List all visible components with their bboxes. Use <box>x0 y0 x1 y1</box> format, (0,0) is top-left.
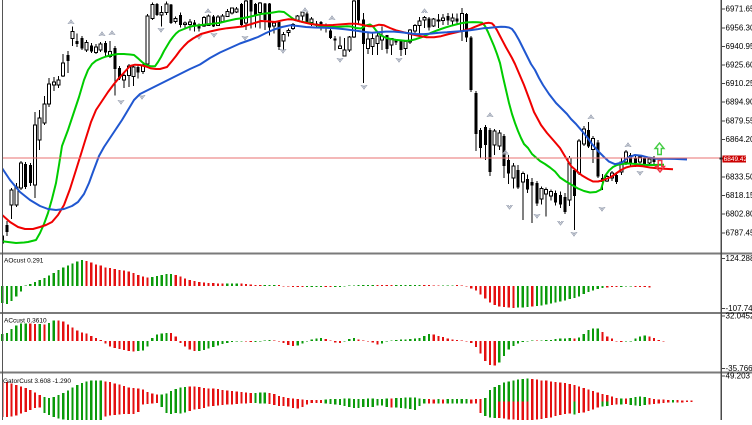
svg-text:AOcust 0.291: AOcust 0.291 <box>4 258 44 265</box>
svg-text:6849.42: 6849.42 <box>724 156 748 163</box>
svg-text:6971.65: 6971.65 <box>726 5 752 14</box>
svg-text:6940.95: 6940.95 <box>726 42 752 51</box>
svg-text:6864.20: 6864.20 <box>726 135 752 144</box>
svg-text:6956.30: 6956.30 <box>726 24 752 33</box>
svg-text:6802.80: 6802.80 <box>726 210 752 219</box>
svg-text:32.0452: 32.0452 <box>726 312 752 321</box>
svg-text:6925.60: 6925.60 <box>726 61 752 70</box>
svg-text:6879.55: 6879.55 <box>726 117 752 126</box>
svg-text:ACcust 0.3610: ACcust 0.3610 <box>4 318 47 325</box>
svg-text:6787.45: 6787.45 <box>726 229 752 238</box>
svg-text:124.288: 124.288 <box>726 254 752 263</box>
svg-text:GatorCust 3.608 -1.290: GatorCust 3.608 -1.290 <box>3 378 71 385</box>
svg-text:6894.90: 6894.90 <box>726 98 752 107</box>
svg-text:6910.25: 6910.25 <box>726 79 752 88</box>
svg-text:6833.50: 6833.50 <box>726 173 752 182</box>
svg-text:49.203: 49.203 <box>726 372 751 381</box>
svg-text:6818.15: 6818.15 <box>726 191 752 200</box>
